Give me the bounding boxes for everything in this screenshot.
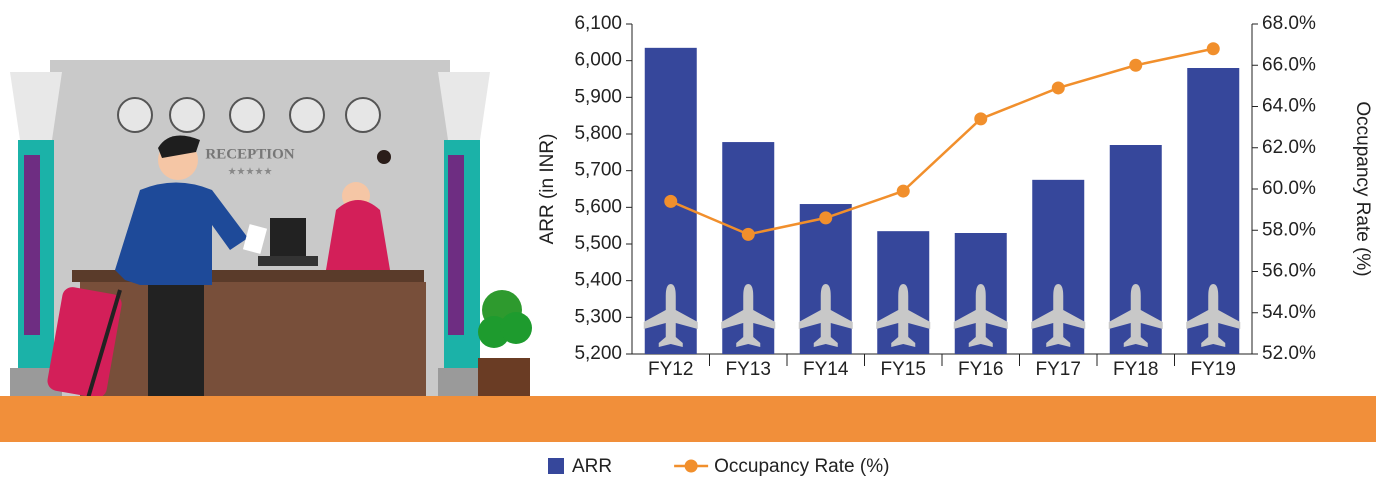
desk bbox=[80, 282, 426, 398]
pillar-inset bbox=[24, 155, 40, 335]
y-tick-label: 6,100 bbox=[574, 13, 622, 34]
y-axis-title: ARR (in INR) bbox=[537, 134, 558, 245]
y2-tick-label: 52.0% bbox=[1262, 343, 1316, 364]
line-point bbox=[974, 112, 988, 126]
x-tick-label: FY13 bbox=[726, 359, 771, 380]
x-tick-label: FY14 bbox=[803, 359, 849, 380]
pillar-inset bbox=[448, 155, 464, 335]
y2-tick-label: 54.0% bbox=[1262, 302, 1316, 323]
y2-tick-label: 60.0% bbox=[1262, 178, 1316, 199]
plane-icon bbox=[876, 284, 931, 347]
suitcase-handle bbox=[84, 289, 122, 406]
x-tick-label: FY18 bbox=[1113, 359, 1158, 380]
clock bbox=[117, 97, 153, 133]
y-tick-label: 5,200 bbox=[574, 343, 622, 364]
plane-icon bbox=[798, 284, 853, 347]
y-tick-label: 5,800 bbox=[574, 123, 622, 144]
illustration: RECEPTION ★★★★★ bbox=[0, 60, 1376, 442]
line bbox=[670, 47, 1214, 236]
guest-legs bbox=[148, 285, 204, 405]
plane-icon bbox=[1031, 284, 1086, 347]
x-tick-label: FY16 bbox=[958, 359, 1003, 380]
x-tick-label: FY15 bbox=[881, 359, 926, 380]
plant bbox=[500, 312, 532, 344]
y2-tick-label: 64.0% bbox=[1262, 96, 1316, 117]
y-tick-label: 5,700 bbox=[574, 160, 622, 181]
pillar-top bbox=[438, 72, 490, 140]
line-point bbox=[741, 227, 755, 241]
legend-label: Occupancy Rate (%) bbox=[714, 456, 889, 477]
plane-icon bbox=[1186, 284, 1241, 347]
y2-tick-label: 62.0% bbox=[1262, 137, 1316, 158]
receptionist-hair bbox=[377, 150, 391, 164]
y2-tick-label: 56.0% bbox=[1262, 261, 1316, 282]
clock bbox=[345, 97, 381, 133]
y-tick-label: 5,300 bbox=[574, 306, 622, 327]
plane-icon bbox=[1108, 284, 1163, 347]
line-point bbox=[819, 211, 833, 225]
plane-icon bbox=[643, 284, 698, 347]
line-point bbox=[896, 184, 910, 198]
pillar-top bbox=[10, 72, 62, 140]
legend-swatch bbox=[684, 459, 698, 473]
legend-label: ARR bbox=[572, 456, 612, 477]
clock bbox=[289, 97, 325, 133]
y2-tick-label: 58.0% bbox=[1262, 219, 1316, 240]
y-tick-label: 6,000 bbox=[574, 50, 622, 71]
monitor-stand bbox=[258, 256, 318, 266]
guest-hair bbox=[158, 135, 200, 158]
reception-stars: ★★★★★ bbox=[228, 167, 273, 178]
clock bbox=[229, 97, 265, 133]
plane-icon bbox=[721, 284, 776, 347]
plant-pot bbox=[478, 358, 530, 402]
suitcase bbox=[47, 287, 122, 398]
x-tick-label: FY17 bbox=[1036, 359, 1081, 380]
floor bbox=[0, 396, 1376, 442]
clock bbox=[169, 97, 205, 133]
plane-icon bbox=[953, 284, 1008, 347]
line-point bbox=[1129, 58, 1143, 72]
line-point bbox=[1206, 42, 1220, 56]
y-tick-label: 5,500 bbox=[574, 233, 622, 254]
reception-sign: RECEPTION bbox=[205, 146, 294, 162]
y-tick-label: 5,900 bbox=[574, 86, 622, 107]
legend-swatch bbox=[548, 458, 564, 474]
y2-tick-label: 68.0% bbox=[1262, 13, 1316, 34]
monitor bbox=[270, 218, 306, 256]
y-tick-label: 5,600 bbox=[574, 196, 622, 217]
card bbox=[242, 224, 268, 254]
y2-tick-label: 66.0% bbox=[1262, 54, 1316, 75]
y2-axis-title: Occupancy Rate (%) bbox=[1352, 101, 1373, 276]
receptionist-body bbox=[326, 200, 390, 270]
guest-jacket bbox=[115, 182, 248, 285]
x-tick-label: FY19 bbox=[1191, 359, 1236, 380]
x-tick-label: FY12 bbox=[648, 359, 693, 380]
y-tick-label: 5,400 bbox=[574, 270, 622, 291]
line-point bbox=[1051, 81, 1065, 95]
line-point bbox=[664, 194, 678, 208]
